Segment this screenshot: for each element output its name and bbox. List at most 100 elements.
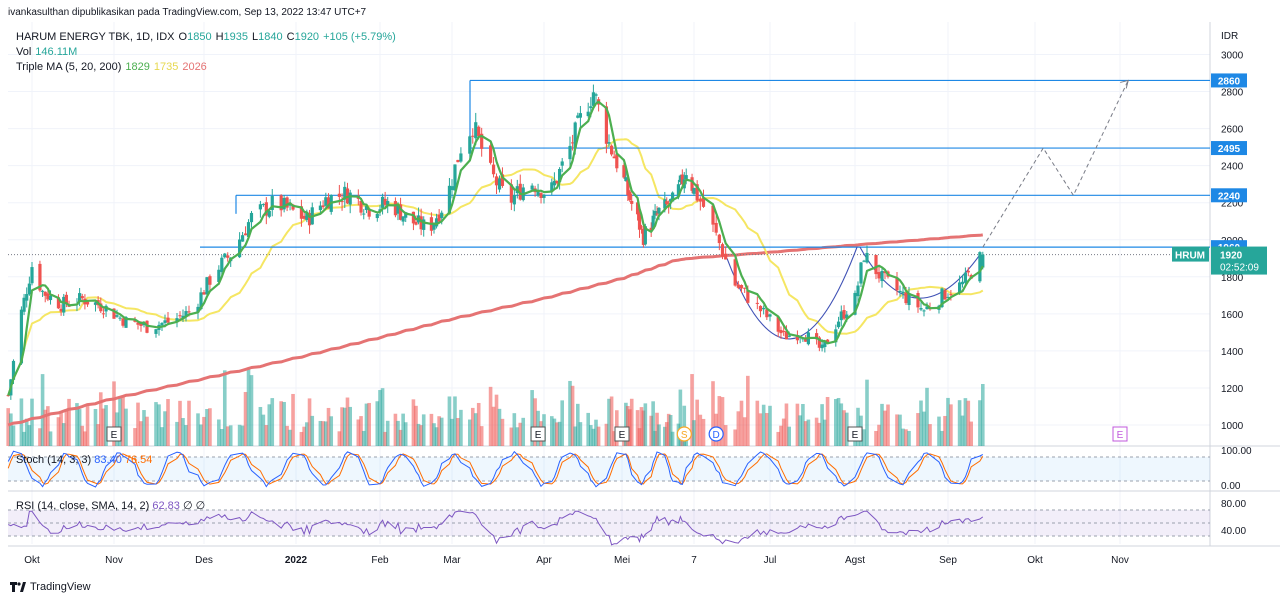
candle-body: [136, 322, 140, 325]
legend-ma: Triple MA (5, 20, 200) 1829 1735 2026: [16, 61, 207, 73]
time-tick-12: Okt: [1027, 555, 1043, 566]
candle-body: [663, 199, 667, 209]
candle-body: [782, 331, 786, 333]
ma5-path: [7, 100, 984, 396]
projection-path[interactable]: [982, 79, 1129, 248]
level-badge: [1211, 188, 1247, 203]
volume-bar: [834, 399, 838, 446]
volume-bar: [946, 397, 950, 446]
candle-body: [238, 239, 242, 258]
stoch-k-value: 83.40: [94, 454, 122, 466]
horizontal-levels[interactable]: [8, 79, 1210, 256]
time-axis[interactable]: Okt Nov Des 2022 Feb Mar Apr Mei 7 Jul Agst Sep Okt N…: [24, 555, 1129, 566]
volume-bar: [154, 402, 158, 446]
volume-bar: [692, 420, 696, 446]
candle-body: [657, 207, 661, 214]
volume-bar: [820, 404, 824, 446]
candle-body: [121, 318, 125, 326]
event-E[interactable]: E: [106, 426, 122, 442]
volume-bar: [698, 414, 703, 446]
price-axis[interactable]: IDR1000120014001600180020002200240026002…: [1172, 31, 1267, 537]
volume-bar: [940, 430, 944, 446]
volume-bar: [80, 425, 85, 446]
candle-body: [380, 196, 385, 208]
volume-bar: [6, 408, 10, 446]
event-E[interactable]: E: [1112, 426, 1128, 442]
candle-body: [578, 113, 582, 118]
candle-body: [591, 92, 595, 106]
candle-body: [676, 184, 681, 197]
event-E[interactable]: E: [847, 426, 863, 442]
volume-bar: [261, 414, 266, 446]
volume-bar: [589, 425, 593, 446]
candle-body: [11, 360, 16, 380]
volume-bar: [880, 403, 884, 446]
volume-bar: [403, 422, 408, 446]
candle-body: [509, 184, 513, 203]
event-E[interactable]: E: [614, 426, 630, 442]
volume-bar: [907, 430, 911, 446]
volume-bar: [145, 416, 149, 446]
candle-body: [804, 339, 808, 342]
event-E[interactable]: E: [530, 426, 546, 442]
volume-bar: [142, 410, 146, 446]
candle-body: [459, 153, 463, 162]
event-S[interactable]: S: [676, 426, 692, 442]
candle-body: [223, 253, 227, 258]
volume-bar: [557, 421, 562, 446]
candle-body: [610, 145, 614, 155]
stoch-d-value: 76.54: [124, 454, 153, 466]
candle-body: [364, 205, 369, 210]
event-D[interactable]: D: [708, 426, 724, 442]
stoch-tick-100: 100.00: [1221, 446, 1252, 457]
candle-body: [480, 133, 484, 149]
candle-body: [258, 204, 262, 210]
price-tick-3000: 3000: [1221, 51, 1244, 62]
candle-body: [901, 291, 905, 294]
candle-body: [471, 135, 475, 137]
level-badge: [1211, 141, 1247, 156]
countdown-label: 02:52:09: [1220, 263, 1259, 274]
candle-body: [558, 169, 562, 182]
volume-bar: [24, 418, 29, 446]
candle-body: [437, 214, 441, 222]
price-tick-1800: 1800: [1221, 273, 1244, 284]
volume-bar: [340, 407, 344, 446]
volume-bar: [267, 404, 272, 446]
legend-high: 1935: [223, 31, 249, 43]
volume-bar: [361, 430, 366, 446]
volume-bar: [488, 386, 493, 446]
volume-bar: [937, 416, 941, 446]
volume-bar: [776, 431, 781, 446]
candle-body: [966, 270, 970, 273]
rsi-pane: [8, 509, 1210, 546]
candle-body: [834, 329, 838, 343]
volume-bar: [717, 396, 722, 446]
candle-body: [626, 180, 630, 196]
candle-body: [187, 311, 191, 313]
candle-body: [639, 226, 644, 228]
rsi-tick-40: 40.00: [1221, 526, 1246, 537]
candle-body: [943, 290, 947, 300]
candle-body: [411, 211, 416, 224]
volume-bar: [310, 415, 315, 446]
candle-body: [946, 296, 950, 298]
time-tick-9: Jul: [764, 555, 777, 566]
candle-body: [958, 282, 962, 294]
tradingview-logo[interactable]: TradingView: [10, 581, 91, 593]
volume-bar: [302, 426, 306, 446]
volume-bar: [337, 431, 342, 446]
volume-bar: [904, 429, 908, 446]
volume-bar: [217, 419, 221, 446]
volume-bar: [40, 374, 45, 446]
price-tick-2400: 2400: [1221, 162, 1244, 173]
candle-body: [589, 106, 593, 109]
time-tick-6: Apr: [536, 555, 552, 566]
volume-bar: [243, 391, 248, 446]
candle-body: [755, 302, 759, 304]
candle-body: [949, 294, 953, 296]
candle-body: [536, 190, 540, 196]
volume-bar: [46, 406, 50, 446]
